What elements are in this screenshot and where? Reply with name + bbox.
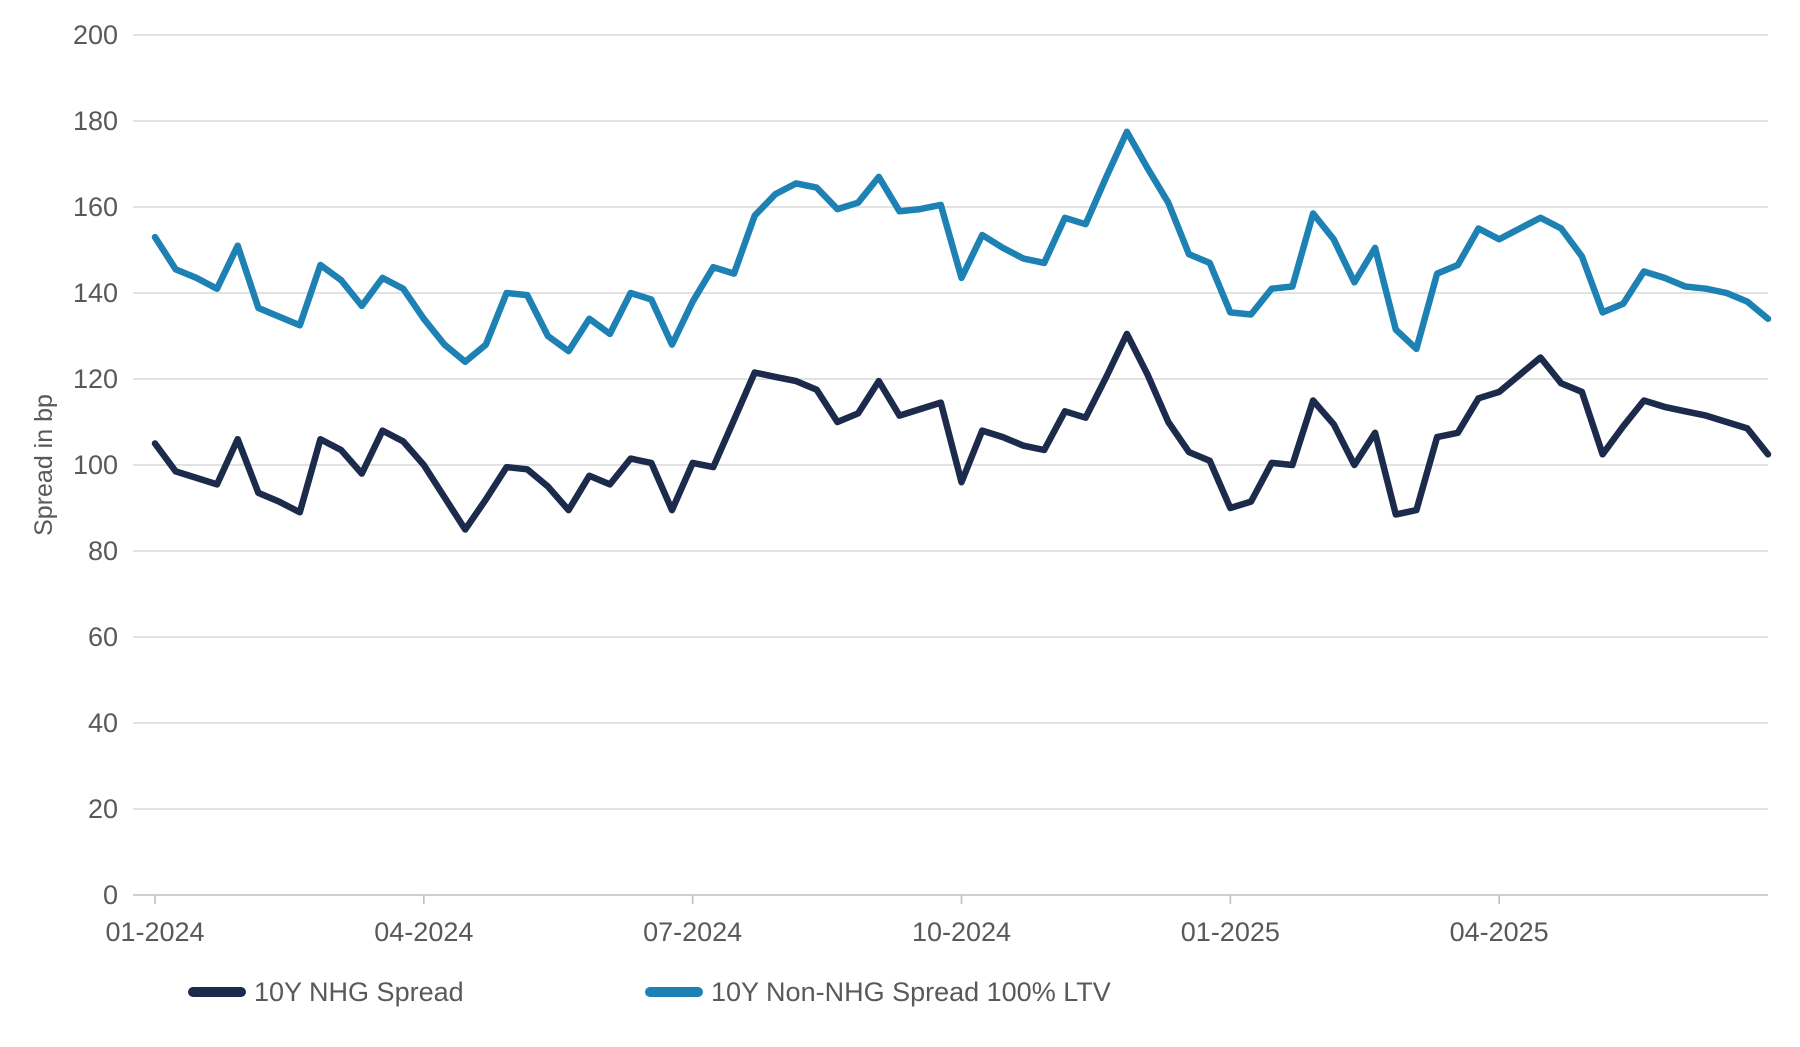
y-tick-label: 200	[73, 20, 118, 50]
legend-item-non-nhg: 10Y Non-NHG Spread 100% LTV	[645, 972, 1111, 1012]
x-tick-label: 10-2024	[912, 917, 1011, 947]
legend-marker-non-nhg-line	[645, 987, 703, 997]
y-axis-title: Spread in bp	[30, 394, 58, 536]
y-tick-label: 20	[88, 794, 118, 824]
x-tick-label: 01-2024	[105, 917, 204, 947]
gridlines	[133, 34, 1768, 810]
x-tick-label: 01-2025	[1181, 917, 1280, 947]
y-tick-label: 80	[88, 536, 118, 566]
axis-tick-labels: 0 20 40 60 80 100 120 140 160 180 200 01-2024 04-202…	[73, 20, 1549, 947]
y-tick-label: 40	[88, 708, 118, 738]
y-tick-label: 100	[73, 450, 118, 480]
legend-marker-nhg-line	[188, 987, 246, 997]
y-tick-label: 120	[73, 364, 118, 394]
x-tick-label: 04-2025	[1450, 917, 1549, 947]
y-tick-label: 60	[88, 622, 118, 652]
legend: 10Y NHG Spread 10Y Non-NHG Spread 100% L…	[0, 972, 1800, 1012]
x-axis	[133, 894, 1768, 904]
legend-label-nhg: 10Y NHG Spread	[254, 977, 464, 1007]
data-series	[151, 128, 1772, 533]
legend-item-nhg: 10Y NHG Spread	[188, 972, 464, 1012]
y-tick-label: 160	[73, 192, 118, 222]
series-non-nhg-line	[151, 128, 1772, 366]
legend-label-non-nhg: 10Y Non-NHG Spread 100% LTV	[711, 977, 1111, 1007]
y-tick-label: 180	[73, 106, 118, 136]
series-nhg-line	[151, 330, 1772, 533]
x-tick-label: 04-2024	[374, 917, 473, 947]
y-tick-label: 140	[73, 278, 118, 308]
x-tick-label: 07-2024	[643, 917, 742, 947]
y-tick-label: 0	[103, 880, 118, 910]
